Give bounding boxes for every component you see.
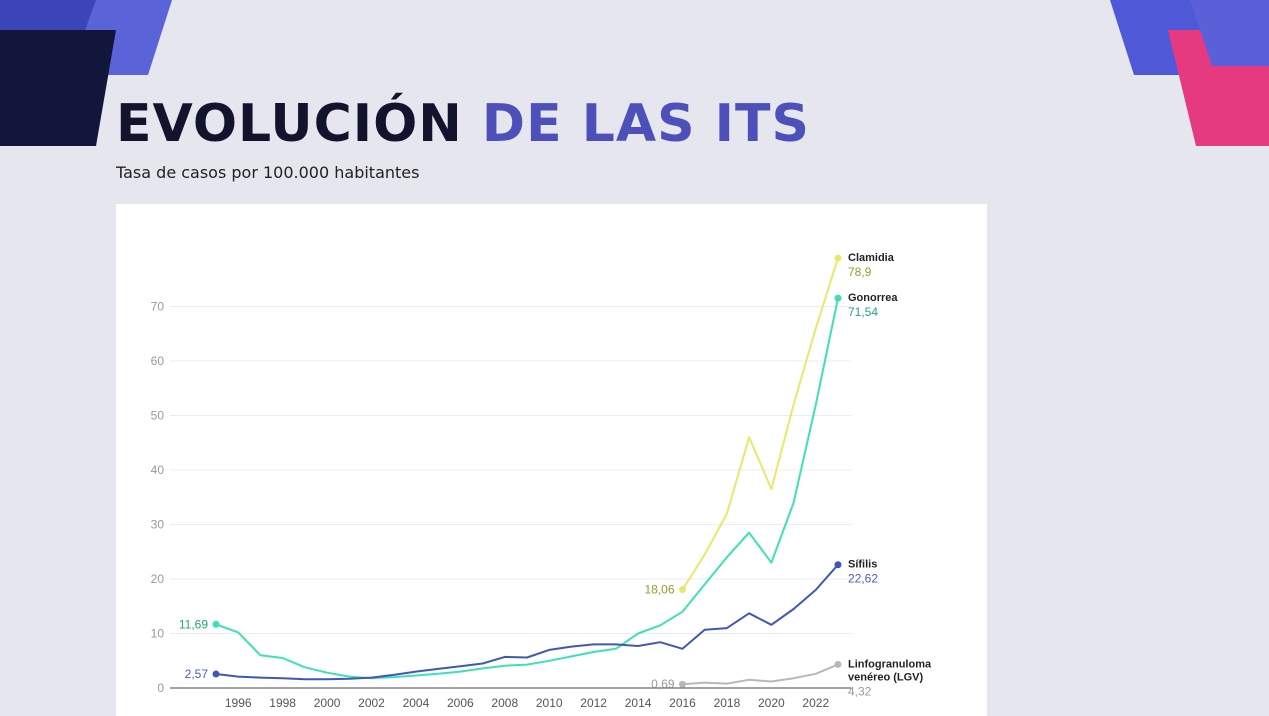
x-tick-label: 2004 (403, 696, 430, 710)
series-end-label-clamidia: 78,9 (848, 265, 872, 279)
series-name-label-gonorrea: Gonorrea (848, 292, 898, 304)
x-tick-label: 2022 (802, 696, 829, 710)
series-line-linfogranuloma-venereo-lgv (682, 663, 839, 686)
y-tick-label: 60 (151, 354, 165, 368)
deco-shape-right-pink (1168, 30, 1269, 146)
x-tick-label: 2002 (358, 696, 385, 710)
series-name-label-linfogranuloma-venereo-lgv: venéreo (LGV) (848, 671, 924, 683)
x-tick-label: 1998 (269, 696, 296, 710)
x-tick-label: 1996 (225, 696, 252, 710)
series-line-sifilis (215, 564, 839, 681)
series-start-point-sifilis (212, 670, 220, 678)
series-start-point-linfogranuloma-venereo-lgv (679, 680, 686, 688)
series-start-point-clamidia (679, 586, 686, 594)
y-tick-label: 40 (151, 463, 165, 477)
y-tick-label: 50 (151, 409, 165, 423)
x-tick-label: 2000 (314, 696, 341, 710)
deco-shape-right-blue (1110, 0, 1269, 75)
chart-card: 0 10 20 30 40 50 60 70 1996 1998 2000 2002 2004 2006 2… (116, 204, 987, 716)
x-tick-label: 2012 (580, 696, 607, 710)
title-accent: DE LAS ITS (481, 94, 810, 154)
deco-shape-left-blue (0, 0, 96, 66)
series-name-label-clamidia: Clamidia (848, 252, 895, 264)
series-end-label-sifilis: 22,62 (848, 572, 878, 586)
y-tick-label: 10 (151, 627, 165, 641)
series-line-clamidia (681, 257, 839, 591)
x-tick-label: 2006 (447, 696, 474, 710)
page-subtitle: Tasa de casos por 100.000 habitantes (116, 163, 420, 182)
series-end-point-gonorrea (834, 294, 842, 302)
page-title: EVOLUCIÓN DE LAS ITS (116, 92, 810, 156)
series-start-label-sifilis: 2,57 (185, 667, 209, 681)
series-line-gonorrea (215, 297, 839, 680)
y-tick-label: 70 (151, 300, 165, 314)
series-name-label-linfogranuloma-venereo-lgv: Linfogranuloma (848, 658, 932, 670)
series-end-point-clamidia (834, 254, 842, 262)
title-main: EVOLUCIÓN (116, 94, 463, 154)
series-start-label-gonorrea: 11,69 (179, 617, 208, 631)
line-chart: 0 10 20 30 40 50 60 70 1996 1998 2000 2002 2004 2006 2… (151, 252, 932, 710)
x-tick-label: 2014 (625, 696, 652, 710)
y-tick-label: 20 (151, 572, 165, 586)
deco-shape-left-navy (0, 30, 116, 146)
deco-shape-left-purple (0, 0, 172, 75)
x-tick-label: 2010 (536, 696, 563, 710)
series-start-point-gonorrea (212, 620, 220, 628)
x-tick-label: 2018 (714, 696, 741, 710)
series-end-label-linfogranuloma-venereo-lgv: 4,32 (848, 684, 872, 698)
y-tick-label: 30 (151, 518, 165, 532)
series-end-point-sifilis (834, 561, 842, 569)
series-end-point-linfogranuloma-venereo-lgv (834, 660, 842, 668)
series-end-label-gonorrea: 71,54 (848, 305, 878, 319)
series-start-label-linfogranuloma-venereo-lgv: 0,69 (651, 677, 675, 691)
x-tick-label: 2020 (758, 696, 785, 710)
x-tick-label: 2008 (491, 696, 518, 710)
deco-shape-right-indigo (1190, 0, 1269, 66)
y-tick-label: 0 (157, 681, 164, 695)
series-name-label-sifilis: Sífilis (848, 559, 877, 571)
x-tick-label: 2016 (669, 696, 696, 710)
series-start-label-clamidia: 18,06 (644, 583, 674, 597)
